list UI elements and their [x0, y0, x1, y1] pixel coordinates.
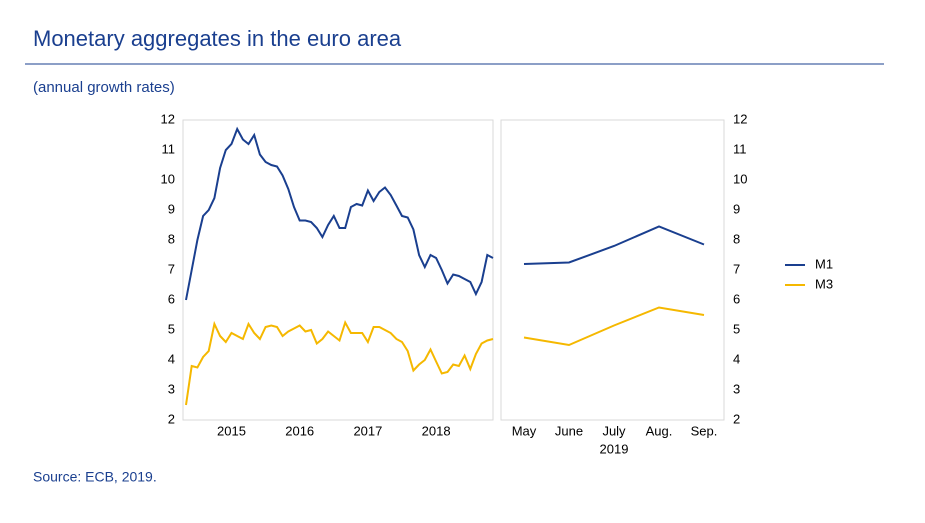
x-year-label: 2019	[600, 441, 629, 456]
y-tick-label: 8	[168, 231, 175, 246]
y-tick-label: 5	[733, 321, 740, 336]
y-tick-label: 10	[733, 171, 747, 186]
x-tick-label: 2016	[285, 423, 314, 438]
y-tick-label: 12	[161, 111, 175, 126]
x-tick-label: 2017	[353, 423, 382, 438]
line-series	[523, 306, 705, 347]
x-tick-label: Sep.	[691, 423, 718, 438]
x-tick-label: 2015	[217, 423, 246, 438]
x-tick-label: Aug.	[646, 423, 673, 438]
y-tick-label: 11	[733, 141, 747, 156]
y-tick-label: 9	[168, 201, 175, 216]
y-tick-label: 3	[168, 381, 175, 396]
y-tick-label: 7	[733, 261, 740, 276]
y-tick-label: 9	[733, 201, 740, 216]
x-tick-label: May	[512, 423, 537, 438]
y-tick-label: 2	[168, 411, 175, 426]
panel-frame	[500, 119, 725, 421]
y-tick-label: 11	[162, 141, 176, 156]
x-tick-label: 2018	[422, 423, 451, 438]
y-tick-label: 8	[733, 231, 740, 246]
source: Source: ECB, 2019.	[33, 469, 157, 485]
y-tick-label: 4	[168, 351, 175, 366]
y-tick-label: 6	[168, 291, 175, 306]
subtitle: (annual growth rates)	[33, 79, 175, 96]
x-tick-label: July	[602, 423, 626, 438]
y-tick-label: 10	[161, 171, 175, 186]
y-tick-label: 3	[733, 381, 740, 396]
legend-label: M1	[815, 256, 833, 271]
y-tick-label: 2	[733, 411, 740, 426]
y-tick-label: 4	[733, 351, 740, 366]
x-tick-label: June	[555, 423, 583, 438]
y-tick-label: 6	[733, 291, 740, 306]
chart-title: Monetary aggregates in the euro area	[33, 26, 402, 51]
line-series	[523, 225, 705, 265]
y-tick-label: 5	[168, 321, 175, 336]
line-series	[185, 319, 494, 406]
panel-frame	[182, 119, 494, 421]
line-series	[185, 126, 494, 301]
y-tick-label: 7	[168, 261, 175, 276]
legend-label: M3	[815, 276, 833, 291]
y-tick-label: 12	[733, 111, 747, 126]
